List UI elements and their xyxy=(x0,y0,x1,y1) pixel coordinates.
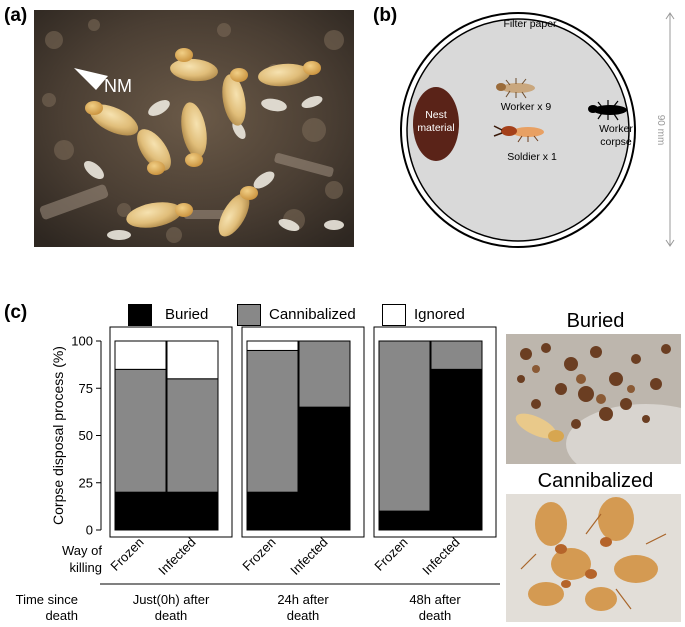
termite-nest-photo xyxy=(34,10,354,247)
legend-swatch-buried xyxy=(128,304,152,326)
y-axis-label: Corpse disposal process (%) xyxy=(50,346,66,525)
corpse-label-line2: corpse xyxy=(600,136,632,148)
bar-segment-cannibalized xyxy=(430,340,483,370)
y-tick-label: 50 xyxy=(79,428,93,443)
bar-segment-buried xyxy=(246,491,299,531)
termite-photo-illustration xyxy=(34,10,354,247)
soldier-count-label: Soldier x 1 xyxy=(507,151,557,163)
legend-label-cannibalized: Cannibalized xyxy=(269,306,356,323)
y-tick-label: 25 xyxy=(79,475,93,490)
group-label: 24h after xyxy=(277,592,329,607)
y-tick-label: 100 xyxy=(71,334,93,349)
experimental-setup-diagram: Filter paper Nest material Worker x 9 So… xyxy=(400,8,685,248)
x-category-label: Infected xyxy=(155,535,198,578)
panel-a-label: (a) xyxy=(4,5,28,26)
group-frame xyxy=(109,326,233,538)
panel-b-label: (b) xyxy=(373,5,398,26)
bar-segment-buried xyxy=(378,510,431,531)
bar-segment-buried xyxy=(114,491,167,531)
nm-label: NM xyxy=(104,76,132,96)
cannibalized-photo xyxy=(506,494,681,622)
group-frame xyxy=(373,326,497,538)
y-axis: 0 25 50 75 100 xyxy=(71,334,102,538)
x-category-label: Frozen xyxy=(371,535,410,574)
time-since-death-label-line1: Time since xyxy=(16,592,78,607)
bar-segment-ignored xyxy=(114,340,167,370)
group-frames xyxy=(109,326,497,538)
x-category-label: Infected xyxy=(419,535,462,578)
legend-label-ignored: Ignored xyxy=(414,306,465,323)
buried-photo-title: Buried xyxy=(566,310,625,332)
nest-material-blob xyxy=(413,87,459,161)
dimension-arrow xyxy=(665,12,675,247)
panel-c-label: (c) xyxy=(4,302,28,323)
chart-legend: Buried Cannibalized Ignored xyxy=(128,304,508,328)
bar-segment-ignored xyxy=(166,340,219,380)
x-category-label: Frozen xyxy=(239,535,278,574)
y-tick-label: 0 xyxy=(86,523,93,538)
bar-segment-buried xyxy=(166,491,219,531)
x-category-label: Frozen xyxy=(107,535,146,574)
group-label: death xyxy=(419,608,452,623)
worker-count-label: Worker x 9 xyxy=(501,101,552,113)
group-frame xyxy=(241,326,365,538)
bar-segment-cannibalized xyxy=(378,340,431,512)
bar-segment-cannibalized xyxy=(114,368,167,493)
group-label: Just(0h) after xyxy=(133,592,210,607)
bar-segment-buried xyxy=(298,406,351,531)
dimension-label: 90 mm xyxy=(655,115,666,146)
legend-swatch-ignored xyxy=(382,304,406,326)
time-since-death-label-line2: death xyxy=(45,608,78,623)
group-label: death xyxy=(287,608,320,623)
legend-label-buried: Buried xyxy=(165,306,209,323)
group-label: 48h after xyxy=(409,592,461,607)
nm-arrow-icon xyxy=(74,68,108,90)
worker-corpse-icon xyxy=(588,100,627,121)
nest-material-label-line1: Nest xyxy=(425,109,447,121)
buried-photo xyxy=(506,334,685,484)
way-of-killing-label-line1: Way of xyxy=(62,543,102,558)
nest-material-label-line2: material xyxy=(417,122,454,134)
legend-swatch-cannibalized xyxy=(237,304,261,326)
bar-segment-buried xyxy=(430,368,483,531)
corpse-label-line1: Worker xyxy=(599,123,633,135)
group-label: death xyxy=(155,608,188,623)
soldier-termite-icon xyxy=(493,125,544,143)
filter-paper-label: Filter paper xyxy=(503,18,557,30)
bar-segment-cannibalized xyxy=(166,378,219,493)
worker-termite-icon xyxy=(496,78,535,99)
bar-segment-ignored xyxy=(246,340,299,351)
y-tick-label: 75 xyxy=(79,381,93,396)
way-of-killing-label-line2: killing xyxy=(69,560,102,575)
bar-segment-cannibalized xyxy=(298,340,351,408)
x-category-label: Infected xyxy=(287,535,330,578)
cannibalized-photo-title: Cannibalized xyxy=(537,470,654,492)
bar-segment-cannibalized xyxy=(246,349,299,493)
stacked-bars xyxy=(114,340,483,531)
